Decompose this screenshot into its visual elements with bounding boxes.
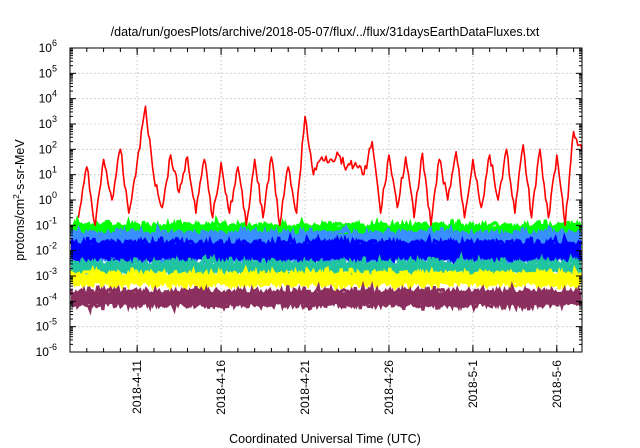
y-tick-label: 101	[39, 165, 57, 182]
y-tick-label-base: 10	[39, 41, 53, 55]
band-top-edge	[69, 280, 583, 301]
y-axis-label-base: protons/cm	[13, 199, 27, 261]
y-tick-label: 103	[39, 114, 57, 131]
y-tick-label-base: 10	[36, 345, 50, 359]
x-tick-label: 2018-4-21	[298, 360, 312, 415]
plot-series	[69, 105, 583, 316]
y-tick-label-exponent: 5	[52, 63, 57, 73]
band-bottom-edge	[69, 295, 582, 316]
y-axis-ticks: 10-610-510-410-310-210-11001011021031041…	[36, 38, 582, 359]
y-tick-label-exponent: -2	[49, 241, 57, 251]
y-tick-label-base: 10	[39, 66, 53, 80]
y-tick-label-exponent: -6	[49, 342, 57, 352]
y-tick-label-exponent: -1	[49, 215, 57, 225]
band-series-6	[69, 280, 583, 316]
y-tick-label-exponent: 6	[52, 38, 57, 48]
band-fill	[71, 274, 581, 284]
y-tick-label-base: 10	[39, 193, 53, 207]
y-tick-label-base: 10	[36, 269, 50, 283]
y-tick-label-base: 10	[36, 218, 50, 232]
y-tick-label: 102	[39, 139, 57, 156]
band-fill	[71, 292, 581, 304]
band-top-edge	[69, 231, 583, 253]
y-tick-label-base: 10	[36, 294, 50, 308]
y-tick-label: 104	[39, 89, 57, 106]
band-top-edge	[70, 214, 583, 236]
y-tick-label: 106	[39, 38, 57, 55]
y-tick-label: 10-5	[36, 317, 57, 334]
y-tick-label-base: 10	[39, 117, 53, 131]
x-tick-label: 2018-5-1	[466, 360, 480, 408]
y-axis-label: protons/cm2-s-sr-MeV	[11, 139, 27, 261]
x-tick-label: 2018-4-16	[214, 360, 228, 415]
y-axis-label-sup: 2	[11, 194, 21, 199]
x-tick-label: 2018-5-6	[550, 360, 564, 408]
y-tick-label: 10-6	[36, 342, 57, 359]
x-tick-label: 2018-4-11	[130, 360, 144, 414]
y-axis-label-rest: -s-sr-MeV	[13, 139, 27, 195]
y-tick-label-exponent: 4	[52, 89, 57, 99]
y-tick-label: 10-4	[36, 291, 57, 308]
y-tick-label-exponent: 3	[52, 114, 57, 124]
band-top-edge	[69, 264, 583, 284]
y-tick-label-base: 10	[39, 168, 53, 182]
band-top-edge	[69, 251, 582, 273]
y-tick-label-base: 10	[39, 92, 53, 106]
y-tick-label-base: 10	[39, 142, 53, 156]
y-tick-label-exponent: 2	[52, 139, 57, 149]
line-series-1	[77, 105, 583, 227]
y-tick-label: 10-3	[36, 266, 57, 283]
band-series-5	[69, 264, 583, 296]
chart-title: /data/run/goesPlots/archive/2018-05-07/f…	[111, 25, 540, 39]
y-tick-label-exponent: -4	[49, 291, 57, 301]
y-tick-label: 10-2	[36, 241, 57, 258]
x-axis-ticks: 2018-4-11 2018-4-16 2018-4-21 2018-4-26 2018…	[69, 48, 575, 415]
y-tick-label: 105	[39, 63, 57, 80]
y-tick-label-exponent: -3	[49, 266, 57, 276]
band-fill	[71, 243, 581, 258]
y-tick-label-base: 10	[36, 244, 50, 258]
y-tick-label-base: 10	[36, 320, 50, 334]
x-axis-label: Coordinated Universal Time (UTC)	[229, 432, 421, 446]
y-tick-label-exponent: -5	[49, 317, 57, 327]
y-tick-label: 10-1	[36, 215, 57, 232]
x-tick-label: 2018-4-26	[382, 360, 396, 415]
band-top-edge	[69, 222, 583, 243]
y-tick-label-exponent: 0	[52, 190, 57, 200]
band-bottom-edge	[70, 274, 582, 296]
y-tick-label-exponent: 1	[52, 165, 57, 175]
y-tick-label: 100	[39, 190, 57, 207]
